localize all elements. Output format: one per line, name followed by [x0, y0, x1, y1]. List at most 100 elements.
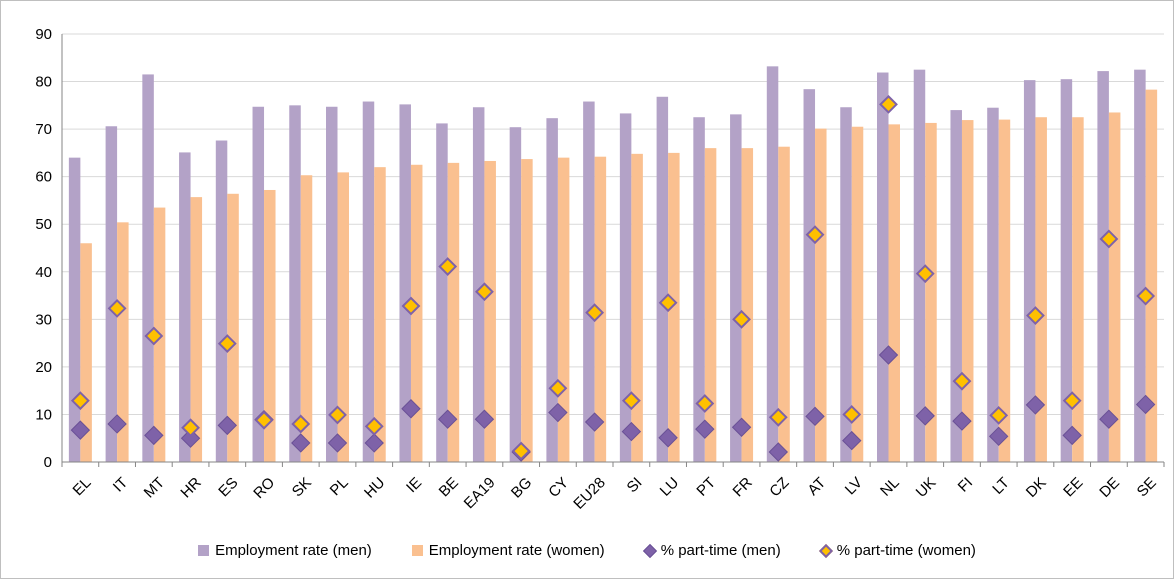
marker-men-parttime — [291, 433, 311, 453]
bar-women-employment — [815, 128, 827, 462]
marker-men-parttime — [915, 406, 935, 426]
bar-men-employment — [509, 127, 522, 462]
legend-swatch-men-employment — [198, 545, 210, 556]
bar-women-employment — [851, 126, 864, 462]
bar-men-employment — [766, 66, 779, 463]
bar-women-employment — [668, 152, 680, 462]
bar-men-employment — [803, 89, 816, 463]
marker-women-parttime — [144, 326, 164, 346]
bar-men-employment — [730, 114, 742, 462]
legend: Employment rate (men) Employment rate (w… — [0, 542, 1174, 559]
marker-women-parttime — [548, 378, 568, 398]
bar-women-employment — [521, 159, 533, 462]
bar-women-employment — [190, 197, 203, 463]
bar-women-employment — [264, 189, 276, 462]
marker-men-parttime — [364, 433, 384, 453]
x-tick-label: LT — [989, 474, 1013, 498]
marker-women-parttime — [621, 391, 641, 411]
bar-men-employment — [252, 106, 265, 462]
marker-women-parttime — [768, 407, 788, 427]
markers — [70, 94, 1156, 462]
marker-women-parttime — [805, 225, 825, 245]
bars — [68, 66, 1158, 463]
marker-women-parttime — [291, 414, 311, 434]
bar-men-employment — [399, 104, 411, 462]
x-tick-label: DE — [1096, 474, 1123, 501]
bar-men-employment — [656, 96, 669, 463]
bar-men-employment — [1097, 71, 1109, 463]
marker-men-parttime — [1135, 394, 1156, 415]
legend-diamond-women-parttime-icon — [818, 543, 833, 558]
legend-item-women-parttime: % part-time (women) — [818, 542, 976, 559]
bar-men-employment — [179, 152, 191, 462]
bar-men-employment — [987, 107, 999, 462]
x-tick-label: LU — [657, 474, 683, 500]
marker-men-parttime — [1025, 395, 1046, 415]
y-tick-labels: 0 10 20 30 40 50 60 70 80 90 — [35, 26, 52, 471]
marker-men-parttime — [401, 399, 421, 419]
bar-men-employment — [1023, 80, 1036, 462]
legend-diamond-men-parttime-icon — [642, 543, 657, 558]
marker-men-parttime — [842, 430, 862, 451]
bar-men-employment — [1060, 79, 1073, 462]
y-tick-label: 80 — [35, 74, 52, 91]
y-tick-label: 70 — [35, 121, 52, 138]
bar-women-employment — [1072, 117, 1084, 462]
bar-men-employment — [546, 118, 558, 462]
bar-men-employment — [583, 101, 595, 462]
bar-women-employment — [1145, 89, 1158, 462]
legend-label-men-employment: Employment rate (men) — [215, 542, 372, 559]
marker-women-parttime — [401, 296, 421, 316]
marker-women-parttime — [1026, 306, 1045, 325]
y-tick-label: 60 — [35, 169, 52, 186]
x-tick-label: HU — [361, 474, 388, 501]
bar-women-employment — [631, 153, 643, 462]
marker-men-parttime — [621, 421, 642, 442]
marker-men-parttime — [107, 414, 127, 434]
x-tick-label: NL — [877, 474, 903, 500]
y-tick-label: 20 — [35, 359, 52, 376]
bar-men-employment — [913, 69, 926, 463]
marker-women-parttime — [475, 282, 494, 302]
marker-men-parttime — [768, 442, 789, 462]
x-tick-label: CY — [545, 474, 572, 501]
bar-men-employment — [436, 123, 448, 462]
legend-item-men-employment: Employment rate (men) — [198, 542, 372, 559]
bar-men-employment — [840, 107, 852, 462]
x-tick-label: ES — [215, 474, 241, 500]
marker-men-parttime — [731, 417, 752, 437]
marker-men-parttime — [952, 411, 972, 431]
bar-men-employment — [326, 106, 338, 462]
x-tick-label: SK — [289, 474, 315, 500]
legend-label-men-parttime: % part-time (men) — [660, 542, 781, 559]
marker-women-parttime — [732, 309, 751, 329]
marker-women-parttime — [879, 94, 898, 114]
bar-women-employment — [410, 164, 423, 462]
marker-women-parttime — [254, 410, 274, 430]
marker-women-parttime — [70, 391, 90, 411]
axes — [61, 34, 1165, 467]
bar-women-employment — [1035, 117, 1047, 462]
legend-item-men-parttime: % part-time (men) — [642, 542, 781, 559]
y-tick-label: 40 — [35, 264, 52, 281]
bar-men-employment — [619, 113, 632, 462]
x-tick-label: RO — [250, 474, 278, 502]
marker-men-parttime — [474, 409, 495, 429]
x-tick-label: LV — [842, 474, 866, 498]
bar-women-employment — [337, 172, 349, 463]
bar-women-employment — [778, 146, 790, 462]
marker-men-parttime — [70, 420, 91, 440]
bar-women-employment — [925, 122, 937, 462]
marker-women-parttime — [438, 257, 458, 276]
x-tick-label: AT — [804, 474, 829, 499]
x-tick-label: IT — [110, 474, 131, 495]
marker-women-parttime — [1136, 286, 1156, 306]
marker-men-parttime — [658, 428, 678, 448]
x-tick-label: EE — [1060, 474, 1086, 500]
x-tick-label: UK — [913, 474, 940, 501]
x-tick-label: FI — [955, 474, 976, 495]
marker-women-parttime — [842, 405, 862, 424]
bar-women-employment — [80, 243, 92, 462]
marker-men-parttime — [327, 433, 348, 453]
